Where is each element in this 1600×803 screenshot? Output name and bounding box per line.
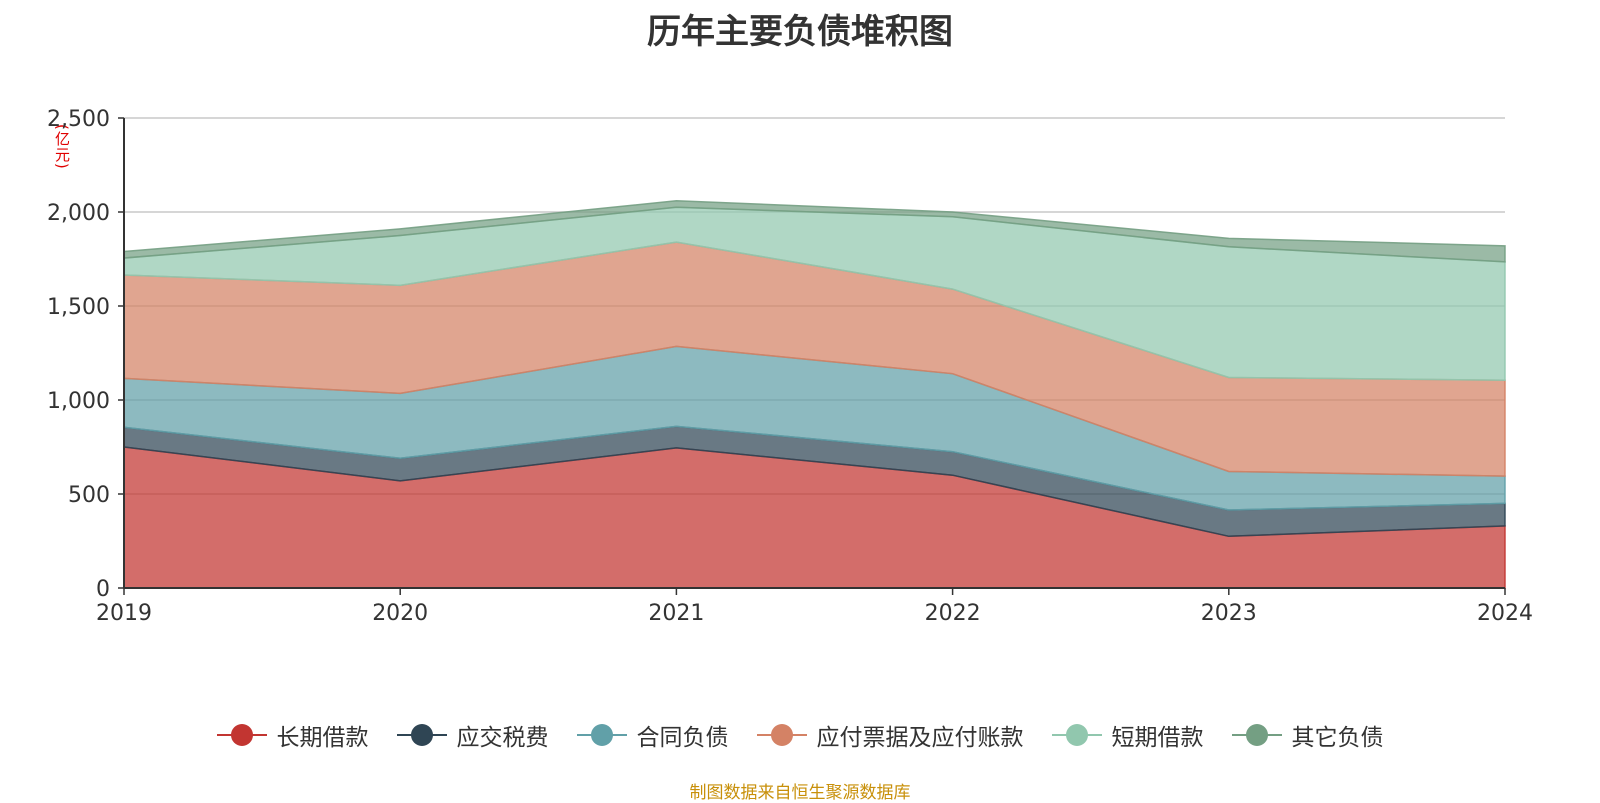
legend-marker-icon xyxy=(1231,723,1282,747)
legend-item-2[interactable]: 应交税费 xyxy=(396,718,549,752)
legend-label: 其它负债 xyxy=(1291,725,1384,751)
legend-marker-icon xyxy=(1051,723,1102,747)
x-tick-label: 2019 xyxy=(96,601,152,626)
legend: 长期借款 应交税费 合同负债 应付票据及应付账款 短期借款 其它负债 xyxy=(0,718,1600,752)
source-note: 制图数据来自恒生聚源数据库 xyxy=(689,783,911,803)
legend-item-3[interactable]: 合同负债 xyxy=(576,718,729,752)
legend-marker-icon xyxy=(756,723,807,747)
legend-item-6[interactable]: 其它负债 xyxy=(1231,718,1384,752)
y-axis-unit-label: (亿元) xyxy=(53,124,71,170)
legend-item-4[interactable]: 应付票据及应付账款 xyxy=(756,718,1024,752)
y-tick-label: 0 xyxy=(96,577,110,602)
chart-title: 历年主要负债堆积图 xyxy=(647,12,953,52)
area-series xyxy=(123,199,1506,589)
legend-marker-icon xyxy=(216,723,267,747)
legend-item-5[interactable]: 短期借款 xyxy=(1051,718,1204,752)
x-tick-label: 2023 xyxy=(1201,601,1257,626)
y-tick-label: 2,000 xyxy=(47,201,110,226)
legend-marker-icon xyxy=(576,723,627,747)
y-tick-label: 2,500 xyxy=(47,107,110,132)
legend-label: 合同负债 xyxy=(636,725,729,751)
legend-marker-icon xyxy=(396,723,447,747)
x-tick-label: 2024 xyxy=(1477,601,1533,626)
x-tick-label: 2020 xyxy=(372,601,428,626)
x-tick-label: 2022 xyxy=(925,601,981,626)
area-series-6[interactable] xyxy=(123,199,1506,263)
legend-label: 长期借款 xyxy=(276,725,369,751)
y-tick-label: 500 xyxy=(68,483,110,508)
legend-item-1[interactable]: 长期借款 xyxy=(216,718,369,752)
y-tick-label: 1,000 xyxy=(47,389,110,414)
y-tick-label: 1,500 xyxy=(47,295,110,320)
axes: 0 500 1,000 1,500 2,000 2,500 2019 2020 2021 2022… xyxy=(47,107,1533,626)
legend-label: 应付票据及应付账款 xyxy=(816,725,1024,751)
legend-label: 短期借款 xyxy=(1111,725,1204,751)
x-tick-label: 2021 xyxy=(648,601,704,626)
legend-label: 应交税费 xyxy=(456,725,549,751)
